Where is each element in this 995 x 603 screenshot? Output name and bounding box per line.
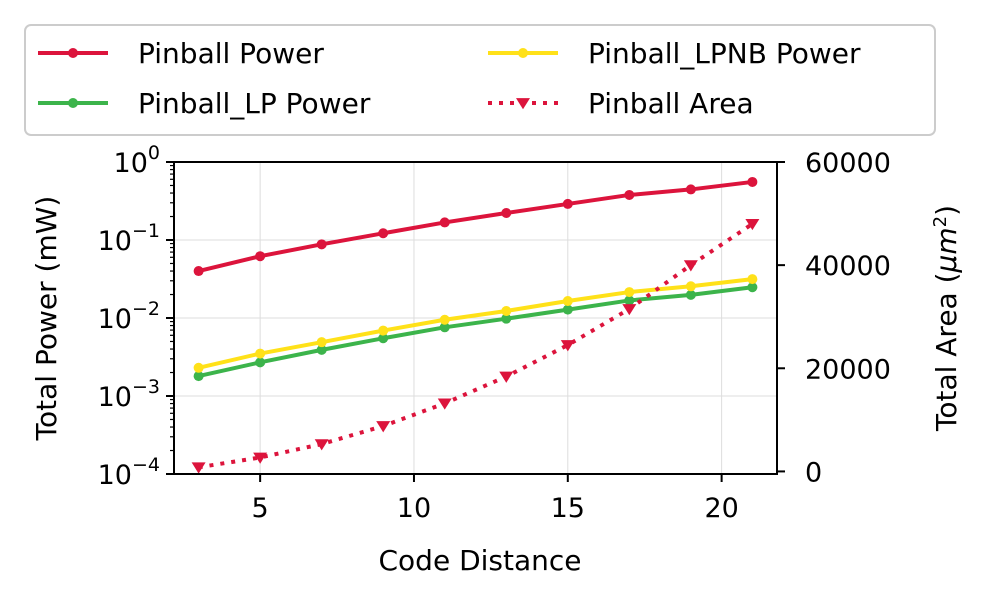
- data-point: [685, 184, 696, 195]
- data-point: [316, 337, 327, 348]
- series-line: [198, 179, 753, 273]
- data-point: [624, 189, 635, 200]
- data-point: [624, 287, 635, 298]
- legend-frame: [24, 24, 936, 136]
- legend-marker: [516, 98, 530, 110]
- data-point: [562, 296, 573, 307]
- data-point: [560, 340, 575, 352]
- data-point: [685, 281, 696, 292]
- series-pinball-lpnb-power: [193, 274, 758, 373]
- data-point: [193, 371, 204, 382]
- data-point: [255, 348, 266, 359]
- y-left-tick-label: 10−2: [98, 298, 160, 335]
- legend-label: Pinball_LPNB Power: [588, 37, 861, 70]
- data-point: [562, 304, 573, 315]
- x-axis-label: Code Distance: [378, 544, 581, 577]
- series-layer: [191, 176, 760, 474]
- y-axis-right-label: Total Area (μm2): [930, 205, 964, 432]
- data-point: [624, 295, 635, 306]
- y-left-tick-label: 10−3: [98, 376, 160, 413]
- data-point: [747, 176, 758, 187]
- legend-label: Pinball Area: [588, 87, 754, 120]
- y-right-tick-label: 20000: [805, 354, 891, 385]
- grid: [174, 161, 777, 475]
- legend-item: Pinball Power: [38, 37, 324, 70]
- y-right-tick-label: 40000: [805, 251, 891, 282]
- data-point: [501, 313, 512, 324]
- data-point: [439, 314, 450, 325]
- data-point: [255, 357, 266, 368]
- legend-label: Pinball Power: [138, 37, 324, 70]
- y-right-tick-label: 60000: [805, 148, 891, 179]
- data-point: [193, 266, 204, 277]
- data-point: [745, 218, 760, 231]
- data-point: [378, 333, 389, 344]
- legend-marker: [68, 98, 78, 108]
- series-line: [198, 285, 753, 379]
- y-left-tick-label: 100: [114, 142, 160, 179]
- y-right-tick-label: 0: [805, 457, 822, 488]
- axes: 5 10 15 20 100 10−1 10−2 10−3 10−4 0 20000 40000 600…: [98, 142, 891, 524]
- data-point: [747, 274, 758, 285]
- series-line: [198, 277, 753, 370]
- data-point: [499, 371, 514, 383]
- data-point: [376, 421, 391, 433]
- series-line: [198, 222, 754, 470]
- y-left-tick-label: 10−4: [98, 454, 160, 491]
- data-point: [253, 452, 268, 464]
- data-point: [501, 305, 512, 316]
- legend: Pinball Power Pinball_LP Power Pinball_LPN…: [24, 24, 936, 136]
- x-tick-label: 10: [397, 493, 431, 524]
- data-point: [439, 322, 450, 333]
- data-point: [191, 462, 206, 474]
- data-point: [685, 289, 696, 300]
- legend-marker: [518, 48, 528, 58]
- data-point: [439, 217, 450, 228]
- data-point: [316, 344, 327, 355]
- x-tick-label: 20: [704, 493, 738, 524]
- legend-marker: [68, 48, 78, 58]
- data-point: [255, 251, 266, 262]
- data-point: [747, 282, 758, 293]
- x-tick-label: 5: [252, 493, 269, 524]
- data-point: [314, 439, 329, 451]
- series-pinball-area: [191, 218, 760, 474]
- legend-item: Pinball Area: [488, 87, 754, 120]
- data-point: [622, 304, 637, 316]
- legend-label: Pinball_LP Power: [138, 87, 371, 120]
- data-point: [378, 325, 389, 336]
- data-point: [378, 228, 389, 239]
- series-pinball-lp-power: [193, 282, 758, 382]
- y-left-tick-label: 10−1: [98, 220, 160, 257]
- series-pinball-power: [193, 176, 758, 277]
- data-point: [683, 260, 698, 272]
- legend-item: Pinball_LP Power: [38, 87, 371, 120]
- y-axis-left-label: Total Power (mW): [30, 196, 63, 442]
- legend-item: Pinball_LPNB Power: [488, 37, 861, 70]
- data-point: [562, 198, 573, 209]
- data-point: [437, 398, 452, 410]
- data-point: [501, 207, 512, 218]
- data-point: [193, 362, 204, 373]
- data-point: [316, 239, 327, 250]
- x-tick-label: 15: [551, 493, 585, 524]
